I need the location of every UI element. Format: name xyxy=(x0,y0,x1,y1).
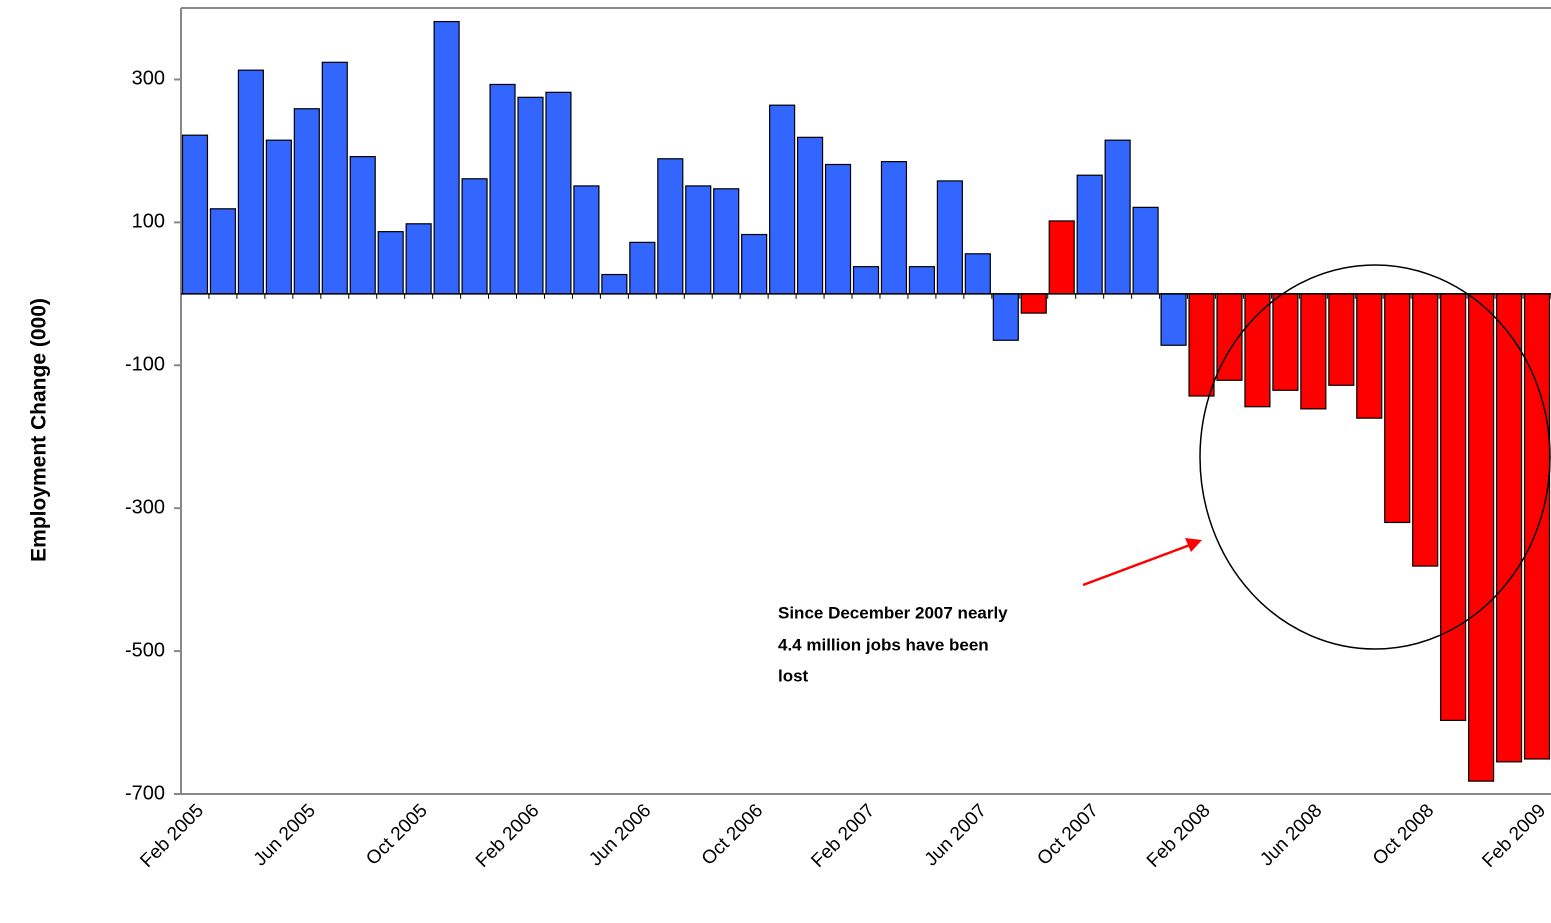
bar xyxy=(629,241,656,295)
x-tick-label: Oct 2007 xyxy=(1033,800,1102,869)
x-tick-label: Feb 2009 xyxy=(1478,800,1550,872)
bar xyxy=(433,20,460,295)
bar xyxy=(1468,293,1495,782)
y-tick-label: 300 xyxy=(132,68,165,90)
bar xyxy=(1495,293,1523,763)
x-tick-label: Jun 2007 xyxy=(921,800,991,870)
y-axis-label: Employment Change (000) xyxy=(28,298,51,562)
x-tick-label: Feb 2007 xyxy=(807,800,879,872)
bar xyxy=(461,178,488,295)
bar xyxy=(769,104,796,295)
bar xyxy=(1188,293,1215,397)
bar xyxy=(1523,293,1551,760)
bar xyxy=(517,96,544,295)
y-tick-label: -300 xyxy=(125,496,165,518)
bar xyxy=(601,273,628,295)
x-tick-label: Jun 2008 xyxy=(1256,800,1326,870)
bar xyxy=(1076,174,1103,295)
x-tick-label: Feb 2008 xyxy=(1143,800,1215,872)
bar xyxy=(349,156,376,295)
bar xyxy=(181,134,209,295)
bar xyxy=(1440,293,1467,722)
bar xyxy=(685,185,712,295)
bar xyxy=(265,139,292,295)
bar xyxy=(657,158,684,295)
bar xyxy=(1300,293,1327,410)
bar xyxy=(1384,293,1411,524)
arrow-head xyxy=(1185,538,1202,552)
bar xyxy=(321,61,348,295)
x-tick-label: Jun 2006 xyxy=(585,800,655,870)
x-tick-label: Oct 2005 xyxy=(362,800,431,869)
x-tick-label: Jun 2005 xyxy=(250,800,320,870)
x-tick-label: Feb 2006 xyxy=(472,800,544,872)
y-tick-label: -500 xyxy=(125,639,165,661)
bar xyxy=(936,180,963,295)
bar xyxy=(880,161,908,295)
bar xyxy=(1132,206,1159,295)
x-tick-label: Feb 2005 xyxy=(136,800,208,872)
x-tick-label: Oct 2006 xyxy=(698,800,767,869)
y-tick-label: 100 xyxy=(132,211,165,233)
arrow xyxy=(1082,543,1191,587)
bar xyxy=(1104,139,1131,295)
bar xyxy=(1048,220,1075,295)
highlight-circle xyxy=(1199,264,1551,650)
bar xyxy=(852,266,880,295)
bar xyxy=(797,136,824,295)
bar xyxy=(405,223,432,295)
y-tick-label: -100 xyxy=(125,354,165,376)
bar xyxy=(992,293,1019,341)
bar xyxy=(713,188,740,295)
annotation: Since December 2007 nearly xyxy=(778,603,1008,622)
bar xyxy=(545,91,572,295)
bar xyxy=(1412,293,1439,567)
annotation: lost xyxy=(778,666,809,685)
bar xyxy=(964,253,991,295)
bar xyxy=(377,231,404,295)
y-tick-label: -700 xyxy=(125,782,165,804)
bar xyxy=(824,163,852,295)
bar xyxy=(293,108,320,295)
bar xyxy=(1356,293,1383,419)
bar xyxy=(573,185,600,295)
bar xyxy=(237,69,264,295)
bar xyxy=(209,208,237,295)
bar xyxy=(1328,293,1355,386)
bar xyxy=(1020,293,1047,314)
bar xyxy=(1160,293,1187,346)
x-tick-label: Oct 2008 xyxy=(1369,800,1438,869)
bar xyxy=(489,83,516,295)
bar xyxy=(1272,293,1299,391)
annotation: 4.4 million jobs have been xyxy=(778,635,989,654)
bar xyxy=(741,233,768,295)
bar xyxy=(1244,293,1271,408)
bar xyxy=(908,266,935,295)
